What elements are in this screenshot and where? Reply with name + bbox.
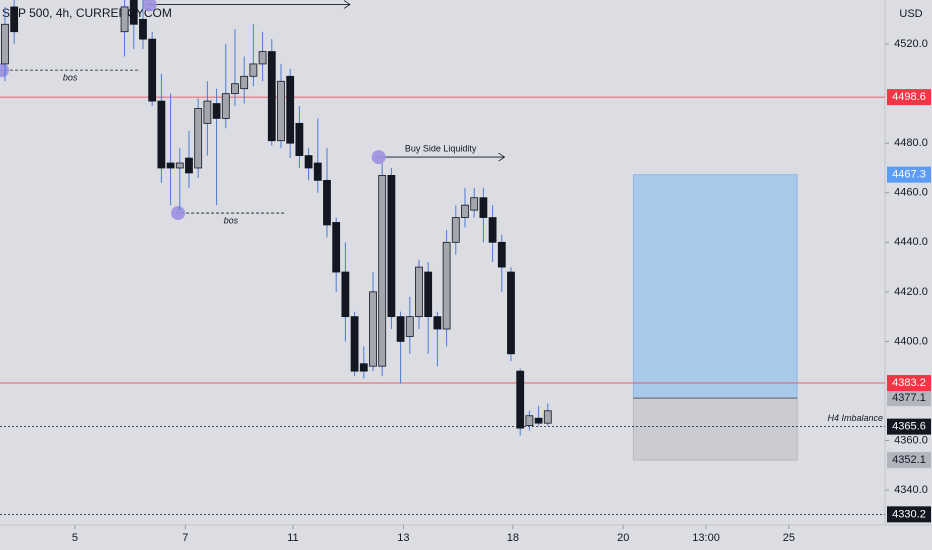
price-badge — [887, 506, 931, 523]
candle-body — [286, 75, 295, 144]
y-tick-label: 4440.0 — [894, 236, 928, 248]
candle-body — [479, 197, 488, 218]
x-tick-label: 13:00 — [692, 532, 720, 544]
candle-body — [139, 18, 147, 40]
anchor-dot — [171, 206, 186, 221]
price-badge-label: 4383.2 — [892, 377, 926, 389]
candle-body — [369, 291, 377, 367]
y-tick-label: 4480.0 — [894, 137, 928, 149]
price-badge-label: 4377.1 — [892, 392, 926, 404]
level-note: H4 Imbalance — [827, 413, 883, 423]
candle-body — [359, 363, 368, 372]
candle-body — [350, 316, 359, 372]
candle-body — [258, 51, 267, 65]
candle-body — [212, 103, 221, 119]
candle-body — [10, 6, 19, 33]
y-tick-label: 4360.0 — [894, 434, 928, 446]
price-badge-label: 4330.2 — [892, 508, 926, 520]
candle-body — [129, 0, 138, 25]
chart-title: S&P 500, 4h, CURRENCYCOM — [2, 6, 172, 20]
x-tick-label: 7 — [182, 532, 188, 544]
candle-body — [277, 80, 285, 142]
candle-body — [313, 162, 322, 181]
price-badge — [887, 89, 931, 106]
candle-body — [185, 157, 193, 174]
price-badge — [887, 375, 931, 392]
candle-body — [424, 271, 433, 318]
candle-body — [378, 175, 387, 367]
x-tick-label: 25 — [783, 532, 795, 544]
price-badge — [887, 418, 931, 435]
price-badge — [887, 390, 931, 407]
candle-body — [166, 162, 175, 169]
candle-body — [488, 217, 497, 243]
y-tick-label: 4400.0 — [894, 335, 928, 347]
profit-zone — [632, 174, 798, 399]
x-tick-label: 11 — [287, 532, 298, 544]
candle-body — [295, 122, 304, 156]
candle-body — [249, 63, 258, 77]
candle-body — [433, 316, 442, 330]
candle-body — [1, 23, 9, 65]
candle-body — [221, 93, 230, 119]
currency: USD — [899, 8, 922, 20]
stop-zone — [632, 397, 798, 461]
price-badge — [887, 166, 931, 183]
annotation-text: Buy Side Liquidity — [405, 143, 477, 153]
candle-body — [157, 100, 166, 169]
price-badge — [887, 452, 931, 469]
arrow-head — [498, 152, 506, 162]
y-tick-label: 4420.0 — [894, 286, 928, 298]
annotation-text: bos — [224, 215, 239, 225]
x-tick-label: 5 — [72, 532, 78, 544]
candle-body — [175, 162, 184, 169]
candle-body — [534, 417, 543, 424]
candle-body — [461, 204, 469, 218]
candle-body — [194, 108, 203, 169]
y-tick-label: 4520.0 — [894, 38, 928, 50]
candle-body — [148, 38, 157, 102]
candle-body — [231, 83, 239, 95]
candle-body — [516, 370, 525, 429]
candle-body — [442, 241, 451, 330]
candle-body — [341, 271, 350, 318]
candle-body — [304, 155, 313, 169]
y-tick-label: 4460.0 — [894, 187, 928, 199]
candle-body — [267, 51, 276, 142]
candle-body — [332, 222, 341, 273]
x-tick-label: 20 — [617, 532, 629, 544]
price-badge-label: 4498.6 — [892, 91, 926, 103]
candle-body — [451, 217, 460, 243]
candle-body — [543, 410, 552, 424]
x-tick-label: 13 — [397, 532, 409, 544]
price-badge-label: 4467.3 — [892, 169, 926, 181]
candle-body — [240, 75, 249, 90]
x-tick-label: 18 — [507, 532, 519, 544]
candle-body — [120, 6, 129, 33]
candle-body — [507, 271, 515, 355]
candle-body — [323, 179, 331, 226]
candle-body — [405, 316, 414, 337]
anchor-dot — [142, 0, 157, 12]
arrow-head — [343, 0, 351, 9]
candle-body — [525, 415, 534, 427]
annotation-text: bos — [63, 72, 78, 82]
candle-body — [415, 266, 423, 318]
candle-body — [387, 175, 396, 318]
candle-body — [396, 316, 405, 342]
price-badge-label: 4352.1 — [892, 454, 926, 466]
candle-body — [203, 100, 212, 124]
candle-body — [497, 241, 506, 268]
anchor-dot — [371, 150, 386, 165]
candle-body — [470, 197, 479, 211]
price-badge-label: 4365.6 — [892, 421, 926, 433]
y-tick-label: 4340.0 — [894, 484, 928, 496]
